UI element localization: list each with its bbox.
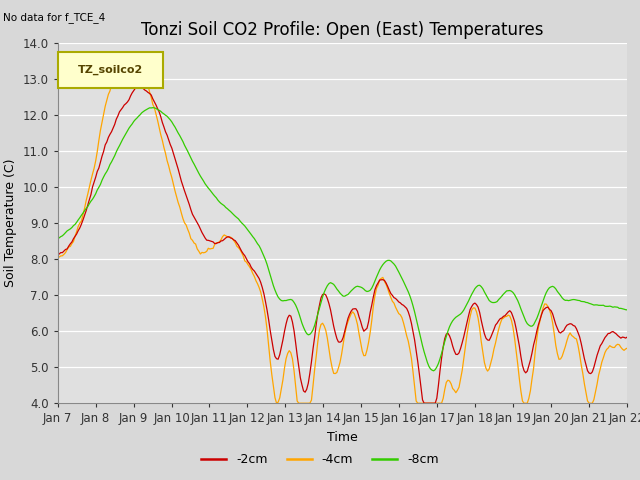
-4cm bbox=[124, 60, 131, 65]
-4cm bbox=[225, 235, 233, 240]
-4cm bbox=[244, 262, 252, 267]
-8cm bbox=[124, 128, 131, 133]
-2cm bbox=[420, 400, 428, 406]
-8cm bbox=[54, 236, 61, 242]
Y-axis label: Soil Temperature (C): Soil Temperature (C) bbox=[4, 159, 17, 288]
Line: -4cm: -4cm bbox=[58, 60, 627, 403]
-4cm bbox=[54, 255, 61, 261]
-2cm bbox=[305, 380, 312, 386]
-4cm bbox=[253, 281, 261, 287]
FancyBboxPatch shape bbox=[58, 52, 163, 88]
-2cm bbox=[124, 99, 131, 105]
-4cm bbox=[306, 400, 314, 406]
-4cm bbox=[623, 345, 631, 351]
-4cm bbox=[595, 372, 602, 378]
-2cm bbox=[253, 273, 261, 279]
Title: Tonzi Soil CO2 Profile: Open (East) Temperatures: Tonzi Soil CO2 Profile: Open (East) Temp… bbox=[141, 21, 543, 39]
-8cm bbox=[595, 302, 602, 308]
-4cm bbox=[129, 57, 136, 62]
-8cm bbox=[225, 207, 233, 213]
-2cm bbox=[595, 348, 602, 353]
-8cm bbox=[305, 332, 312, 338]
-2cm bbox=[136, 84, 144, 90]
Text: TZ_soilco2: TZ_soilco2 bbox=[77, 65, 143, 75]
-8cm bbox=[430, 368, 438, 374]
-2cm bbox=[244, 259, 252, 264]
-8cm bbox=[623, 307, 631, 313]
-8cm bbox=[244, 228, 252, 233]
Line: -8cm: -8cm bbox=[58, 108, 627, 371]
-2cm bbox=[225, 234, 233, 240]
X-axis label: Time: Time bbox=[327, 431, 358, 444]
-4cm bbox=[273, 400, 280, 406]
-8cm bbox=[149, 105, 157, 110]
Line: -2cm: -2cm bbox=[58, 87, 627, 403]
-8cm bbox=[253, 241, 261, 247]
-2cm bbox=[54, 252, 61, 258]
Legend: -2cm, -4cm, -8cm: -2cm, -4cm, -8cm bbox=[196, 448, 444, 471]
Text: No data for f_TCE_4: No data for f_TCE_4 bbox=[3, 12, 106, 23]
-2cm bbox=[623, 334, 631, 340]
